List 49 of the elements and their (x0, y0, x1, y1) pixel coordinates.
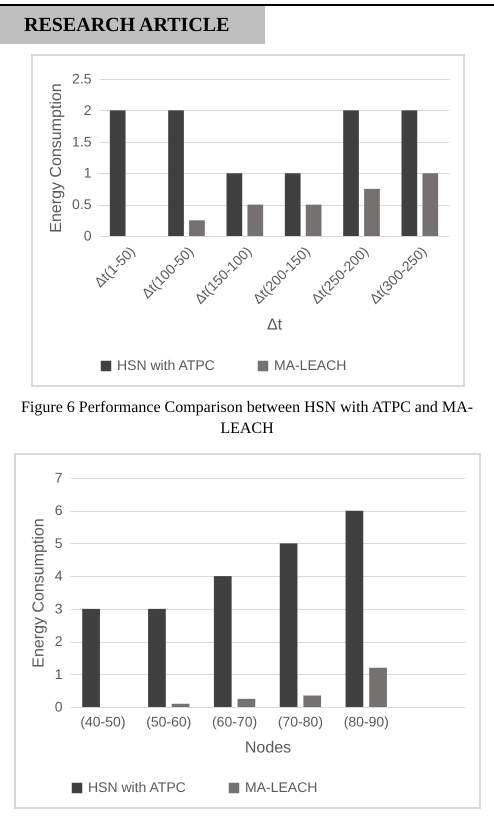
bar (306, 204, 322, 236)
x-axis-title: Δt (266, 316, 283, 334)
y-tick-label: 2.5 (72, 70, 92, 86)
bar (364, 188, 380, 236)
bar (343, 110, 359, 236)
y-tick-label: 5 (54, 534, 63, 551)
bar (369, 668, 387, 707)
bar (280, 543, 298, 707)
y-tick-label: 1 (54, 666, 63, 682)
bar (422, 173, 438, 236)
bar (247, 204, 264, 236)
x-tick-label: (60-70) (212, 714, 258, 730)
y-tick-label: 6 (54, 502, 63, 518)
y-tick-label: 4 (54, 568, 63, 584)
text: RESEARCH ARTICLE (0, 6, 265, 44)
y-axis-title: Energy Consumption (30, 518, 48, 668)
bar (148, 608, 166, 707)
legend-label: MA-LEACH (274, 357, 346, 373)
bar (226, 173, 242, 236)
y-axis-title: Energy Consumption (48, 83, 66, 233)
bar (303, 696, 322, 707)
x-axis-title: Nodes (244, 740, 292, 756)
bar (402, 110, 418, 236)
y-tick-label: 2 (84, 102, 92, 118)
y-tick-label: 1 (84, 164, 92, 181)
bar (168, 110, 184, 236)
legend-label: HSN with ATPC (88, 779, 186, 795)
y-tick-label: 0.5 (72, 196, 92, 212)
bar (214, 576, 232, 707)
caption: Figure 6 Performance Comparison between HSN with ATPC and MA-LEACH (20, 398, 474, 439)
bar (189, 220, 205, 236)
bar (346, 510, 364, 707)
y-tick-label: 1.5 (72, 133, 92, 150)
bar (110, 110, 126, 236)
x-tick-label: (50-60) (146, 714, 192, 730)
legend-label: MA-LEACH (245, 779, 318, 795)
x-tick-label: (80-90) (344, 714, 389, 730)
bar (238, 698, 256, 707)
y-tick-label: 0 (54, 698, 63, 714)
x-tick-label: (70-80) (278, 714, 323, 730)
y-tick-label: 3 (54, 600, 63, 616)
y-tick-label: 2 (54, 633, 63, 650)
y-tick-label: 7 (54, 470, 63, 486)
legend-label: HSN with ATPC (117, 357, 215, 373)
bar (284, 173, 301, 236)
bar (82, 608, 100, 707)
y-tick-label: 0 (84, 228, 92, 244)
bar (172, 704, 190, 707)
x-tick-label: (40-50) (80, 714, 126, 730)
